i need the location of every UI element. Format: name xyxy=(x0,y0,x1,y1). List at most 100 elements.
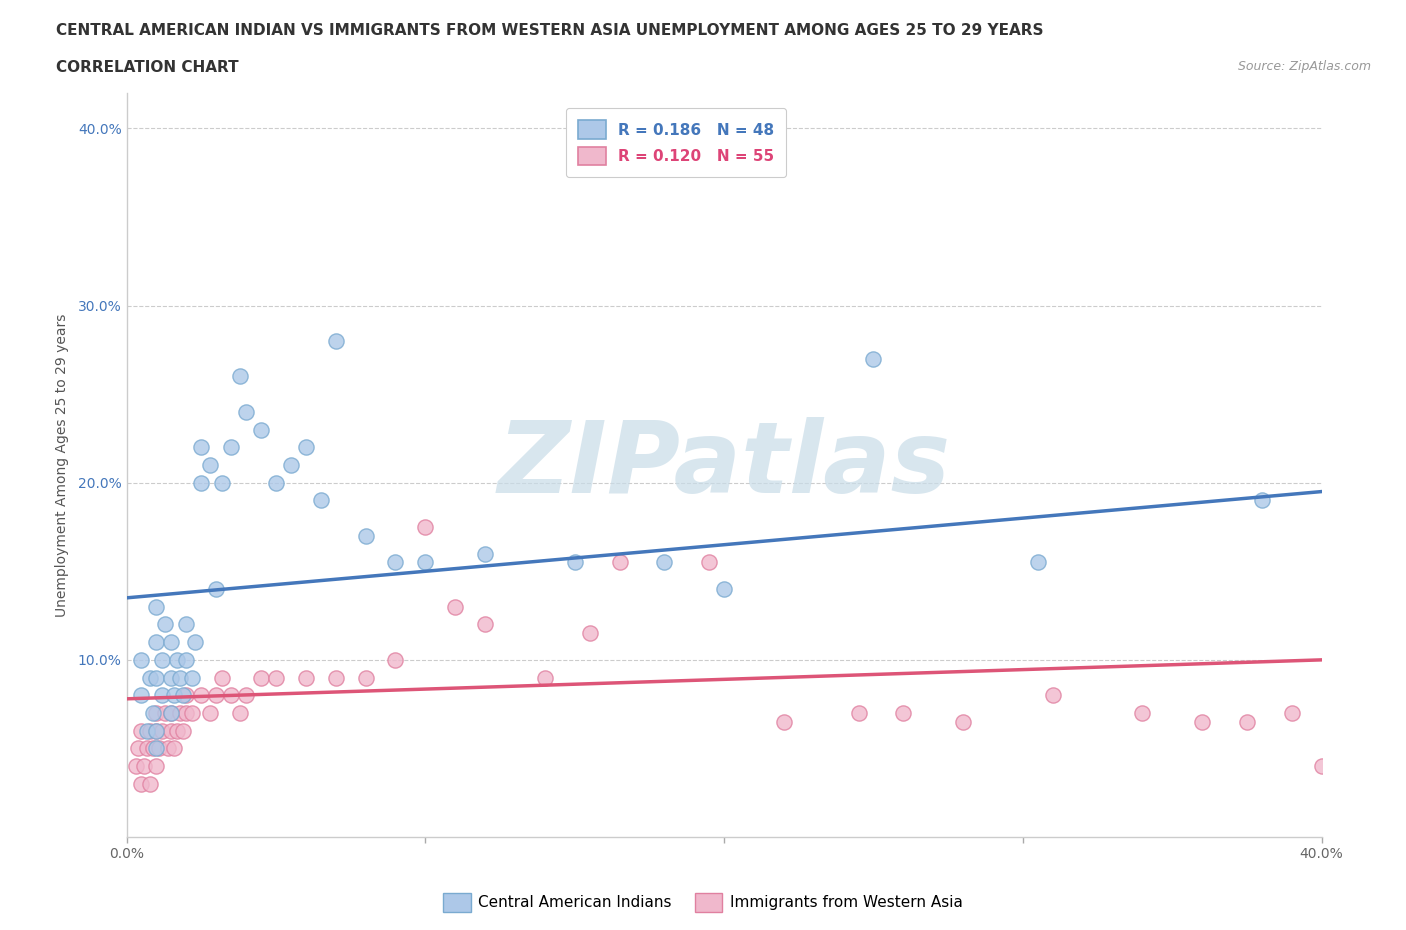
Text: ZIPatlas: ZIPatlas xyxy=(498,417,950,513)
Point xyxy=(235,688,257,703)
Point xyxy=(474,546,496,561)
Point xyxy=(205,581,228,596)
Point xyxy=(294,671,316,685)
Point xyxy=(155,617,177,631)
Legend: R = 0.186   N = 48, R = 0.120   N = 55: R = 0.186 N = 48, R = 0.120 N = 55 xyxy=(567,108,786,178)
Point xyxy=(211,671,233,685)
Point xyxy=(264,671,287,685)
Point xyxy=(250,671,273,685)
Point xyxy=(145,599,167,614)
Text: CENTRAL AMERICAN INDIAN VS IMMIGRANTS FROM WESTERN ASIA UNEMPLOYMENT AMONG AGES : CENTRAL AMERICAN INDIAN VS IMMIGRANTS FR… xyxy=(56,23,1043,38)
Point xyxy=(136,724,159,738)
Point xyxy=(200,706,222,721)
Point xyxy=(229,369,252,384)
Point xyxy=(160,724,183,738)
Point xyxy=(354,671,377,685)
Point xyxy=(127,741,149,756)
Point xyxy=(174,688,197,703)
Point xyxy=(1236,714,1258,729)
Point xyxy=(697,555,720,570)
Point xyxy=(190,688,212,703)
Point xyxy=(160,671,183,685)
Point xyxy=(862,352,884,366)
Point xyxy=(131,653,153,668)
Point xyxy=(172,688,194,703)
Point xyxy=(384,555,406,570)
Point xyxy=(564,555,586,570)
Point xyxy=(1251,493,1274,508)
Point xyxy=(131,777,153,791)
Point xyxy=(124,759,146,774)
Point xyxy=(200,458,222,472)
Point xyxy=(145,706,167,721)
Point xyxy=(219,440,242,455)
Point xyxy=(160,634,183,649)
Point xyxy=(534,671,557,685)
Point xyxy=(848,706,870,721)
Point xyxy=(325,671,347,685)
Point xyxy=(142,741,165,756)
Point xyxy=(384,653,406,668)
Point xyxy=(264,475,287,490)
Y-axis label: Unemployment Among Ages 25 to 29 years: Unemployment Among Ages 25 to 29 years xyxy=(55,313,69,617)
Point xyxy=(157,741,180,756)
Point xyxy=(145,724,167,738)
Point xyxy=(190,475,212,490)
Point xyxy=(952,714,974,729)
Text: Source: ZipAtlas.com: Source: ZipAtlas.com xyxy=(1237,60,1371,73)
Point xyxy=(713,581,735,596)
Point xyxy=(652,555,675,570)
Point xyxy=(294,440,316,455)
Point xyxy=(134,759,156,774)
Point xyxy=(172,724,194,738)
Point xyxy=(152,688,174,703)
Point xyxy=(1042,688,1064,703)
Point xyxy=(280,458,302,472)
Point xyxy=(1310,759,1333,774)
Point xyxy=(145,741,167,756)
Point xyxy=(148,741,170,756)
Point xyxy=(145,724,167,738)
Point xyxy=(169,706,191,721)
Point xyxy=(250,422,273,437)
Point xyxy=(1191,714,1213,729)
Point xyxy=(309,493,332,508)
Point xyxy=(181,671,204,685)
Point xyxy=(163,741,186,756)
Point xyxy=(166,724,188,738)
Point xyxy=(235,405,257,419)
Point xyxy=(219,688,242,703)
Point xyxy=(190,440,212,455)
Point xyxy=(174,706,197,721)
Point xyxy=(211,475,233,490)
Text: CORRELATION CHART: CORRELATION CHART xyxy=(56,60,239,75)
Point xyxy=(145,759,167,774)
Point xyxy=(160,706,183,721)
Point xyxy=(163,688,186,703)
Point xyxy=(773,714,796,729)
Point xyxy=(145,671,167,685)
Point xyxy=(609,555,631,570)
Point xyxy=(893,706,915,721)
Point xyxy=(169,671,191,685)
Point xyxy=(142,706,165,721)
Point xyxy=(205,688,228,703)
Point xyxy=(474,617,496,631)
Point xyxy=(131,688,153,703)
Point xyxy=(1130,706,1153,721)
Point xyxy=(152,724,174,738)
Point xyxy=(139,777,162,791)
Legend: Central American Indians, Immigrants from Western Asia: Central American Indians, Immigrants fro… xyxy=(437,887,969,918)
Point xyxy=(136,741,159,756)
Point xyxy=(415,520,437,535)
Point xyxy=(131,724,153,738)
Point xyxy=(145,634,167,649)
Point xyxy=(415,555,437,570)
Point xyxy=(325,334,347,349)
Point xyxy=(354,528,377,543)
Point xyxy=(174,617,197,631)
Point xyxy=(155,706,177,721)
Point xyxy=(174,653,197,668)
Point xyxy=(139,724,162,738)
Point xyxy=(444,599,467,614)
